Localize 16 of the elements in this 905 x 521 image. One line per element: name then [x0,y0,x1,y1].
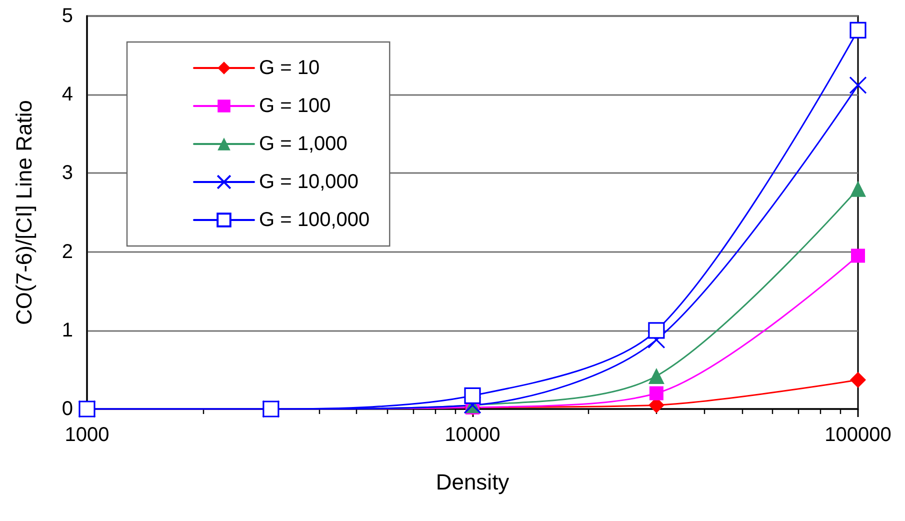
y-tick-label: 5 [62,5,73,27]
y-tick-label: 1 [62,319,73,342]
legend-label: G = 100 [259,95,331,117]
x-axis-title: Density [436,470,510,494]
legend-label: G = 1,000 [259,133,348,155]
legend-label: G = 100,000 [259,209,370,231]
legend-label: G = 10 [259,57,320,79]
y-tick-label: 3 [62,162,73,184]
y-tick-label: 0 [62,398,73,420]
x-tick-label: 10000 [444,424,500,446]
x-tick-label: 100000 [824,424,892,446]
y-axis-title: CO(7-6)/[CI] Line Ratio [12,100,36,325]
y-tick-label: 4 [62,84,73,106]
legend-label: G = 10,000 [259,171,359,193]
x-tick-label: 1000 [64,424,110,446]
y-tick-label: 2 [62,240,73,263]
